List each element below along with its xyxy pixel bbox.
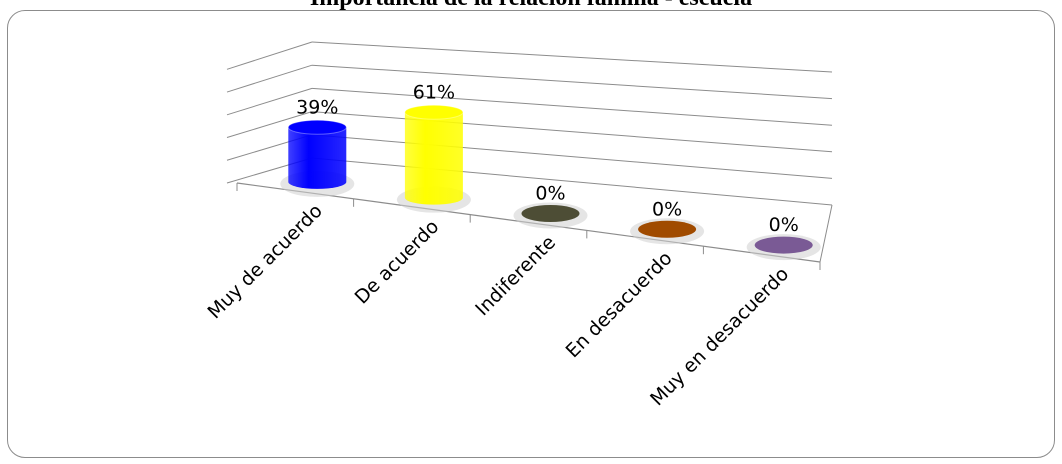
data-label: 39% — [296, 96, 338, 118]
data-label: 0% — [652, 198, 682, 220]
chart-title: Importancia de la relación familia - esc… — [0, 0, 1062, 12]
bar-en-desacuerdo — [638, 220, 697, 238]
bars — [280, 104, 821, 261]
data-label: 0% — [769, 214, 799, 236]
gridline — [311, 111, 833, 153]
side-gridline — [226, 41, 313, 70]
bar-muy-de-acuerdo — [288, 127, 347, 189]
gridline — [311, 134, 833, 179]
bar-top — [404, 104, 464, 120]
side-gridline — [226, 87, 313, 116]
category-label: Indiferente — [471, 231, 560, 320]
data-labels: 39% 61% 0% 0% 0% — [296, 81, 799, 236]
floor-edge — [819, 204, 833, 263]
gridlines — [226, 41, 833, 263]
side-gridline — [226, 111, 313, 139]
gridline — [311, 41, 833, 73]
category-label: Muy de acuerdo — [203, 200, 326, 323]
side-gridline — [226, 64, 313, 93]
bar-top — [287, 119, 347, 135]
chart-frame — [7, 10, 1055, 458]
gridline — [311, 157, 833, 206]
bar-indiferente — [521, 204, 580, 222]
gridline — [311, 87, 833, 126]
bar-de-acuerdo — [404, 112, 463, 205]
bar-muy-en-desacuerdo — [754, 236, 813, 254]
gridline — [311, 64, 833, 100]
data-label: 61% — [413, 81, 455, 103]
category-label: En desacuerdo — [562, 247, 677, 362]
category-labels: Muy de acuerdo De acuerdo Indiferente En de… — [203, 200, 793, 410]
category-label: Muy en desacuerdo — [646, 263, 793, 410]
data-label: 0% — [535, 182, 565, 204]
category-label: De acuerdo — [351, 216, 444, 309]
